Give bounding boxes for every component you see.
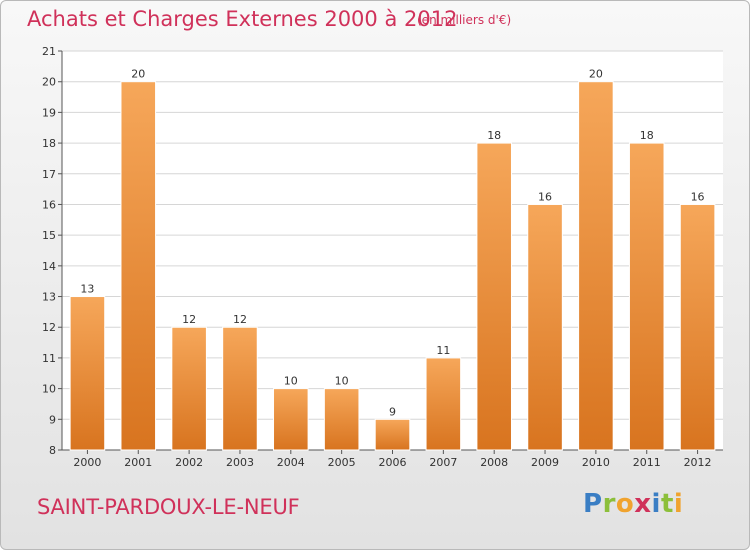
x-tick-label-2000: 2000 — [73, 456, 101, 469]
y-tick-label: 9 — [49, 413, 56, 426]
bar-2012 — [679, 203, 716, 451]
x-tick-label-2009: 2009 — [531, 456, 559, 469]
data-label-2002: 12 — [182, 313, 196, 326]
y-tick-label: 14 — [42, 260, 56, 273]
chart-subtitle: (en milliers d'€) — [417, 13, 512, 27]
bar-2008 — [476, 142, 512, 451]
bar-2001 — [120, 81, 157, 451]
x-tick-label-2007: 2007 — [429, 456, 457, 469]
bar-2005 — [323, 388, 360, 451]
data-label-2007: 11 — [436, 344, 450, 357]
commune-name: SAINT-PARDOUX-LE-NEUF — [37, 495, 300, 519]
x-tick-label-2003: 2003 — [226, 456, 254, 469]
bar-2002 — [171, 326, 207, 451]
y-tick-label: 8 — [49, 444, 56, 457]
y-tick-label: 17 — [42, 168, 56, 181]
y-tick-label: 10 — [42, 383, 56, 396]
data-label-2001: 20 — [131, 68, 145, 81]
data-label-2003: 12 — [233, 313, 247, 326]
chart-title: Achats et Charges Externes 2000 à 2012 — [27, 7, 458, 31]
data-label-2004: 10 — [284, 375, 298, 388]
bar-2007 — [425, 357, 462, 451]
x-tick-label-2011: 2011 — [633, 456, 661, 469]
data-label-2006: 9 — [389, 405, 396, 418]
x-tick-label-2006: 2006 — [379, 456, 407, 469]
y-tick-label: 15 — [42, 229, 56, 242]
x-tick-label-2008: 2008 — [480, 456, 508, 469]
data-label-2012: 16 — [691, 190, 705, 203]
x-tick-label-2004: 2004 — [277, 456, 305, 469]
bar-2009 — [527, 203, 563, 451]
plot-area — [62, 51, 723, 450]
y-tick-label: 21 — [42, 45, 56, 58]
x-tick-label-2012: 2012 — [684, 456, 712, 469]
data-label-2008: 18 — [487, 129, 501, 142]
bar-2003 — [222, 326, 258, 451]
bar-2000 — [69, 296, 106, 451]
x-tick-label-2002: 2002 — [175, 456, 203, 469]
y-tick-label: 11 — [42, 352, 56, 365]
data-label-2009: 16 — [538, 190, 552, 203]
bar-2010 — [578, 81, 614, 451]
x-tick-label-2010: 2010 — [582, 456, 610, 469]
y-tick-label: 16 — [42, 198, 56, 211]
bar-2004 — [273, 388, 309, 451]
proxiti-logo[interactable]: Proxiti — [583, 489, 684, 519]
bar-2011 — [628, 142, 665, 451]
bar-2006 — [374, 418, 411, 451]
data-label-2000: 13 — [80, 283, 94, 296]
y-tick-label: 13 — [42, 291, 56, 304]
y-tick-label: 19 — [42, 106, 56, 119]
x-tick-label-2001: 2001 — [124, 456, 152, 469]
x-tick-label-2005: 2005 — [328, 456, 356, 469]
y-tick-label: 12 — [42, 321, 56, 334]
y-tick-label: 20 — [42, 76, 56, 89]
data-label-2010: 20 — [589, 68, 603, 81]
data-label-2005: 10 — [335, 375, 349, 388]
y-tick-label: 18 — [42, 137, 56, 150]
data-label-2011: 18 — [640, 129, 654, 142]
